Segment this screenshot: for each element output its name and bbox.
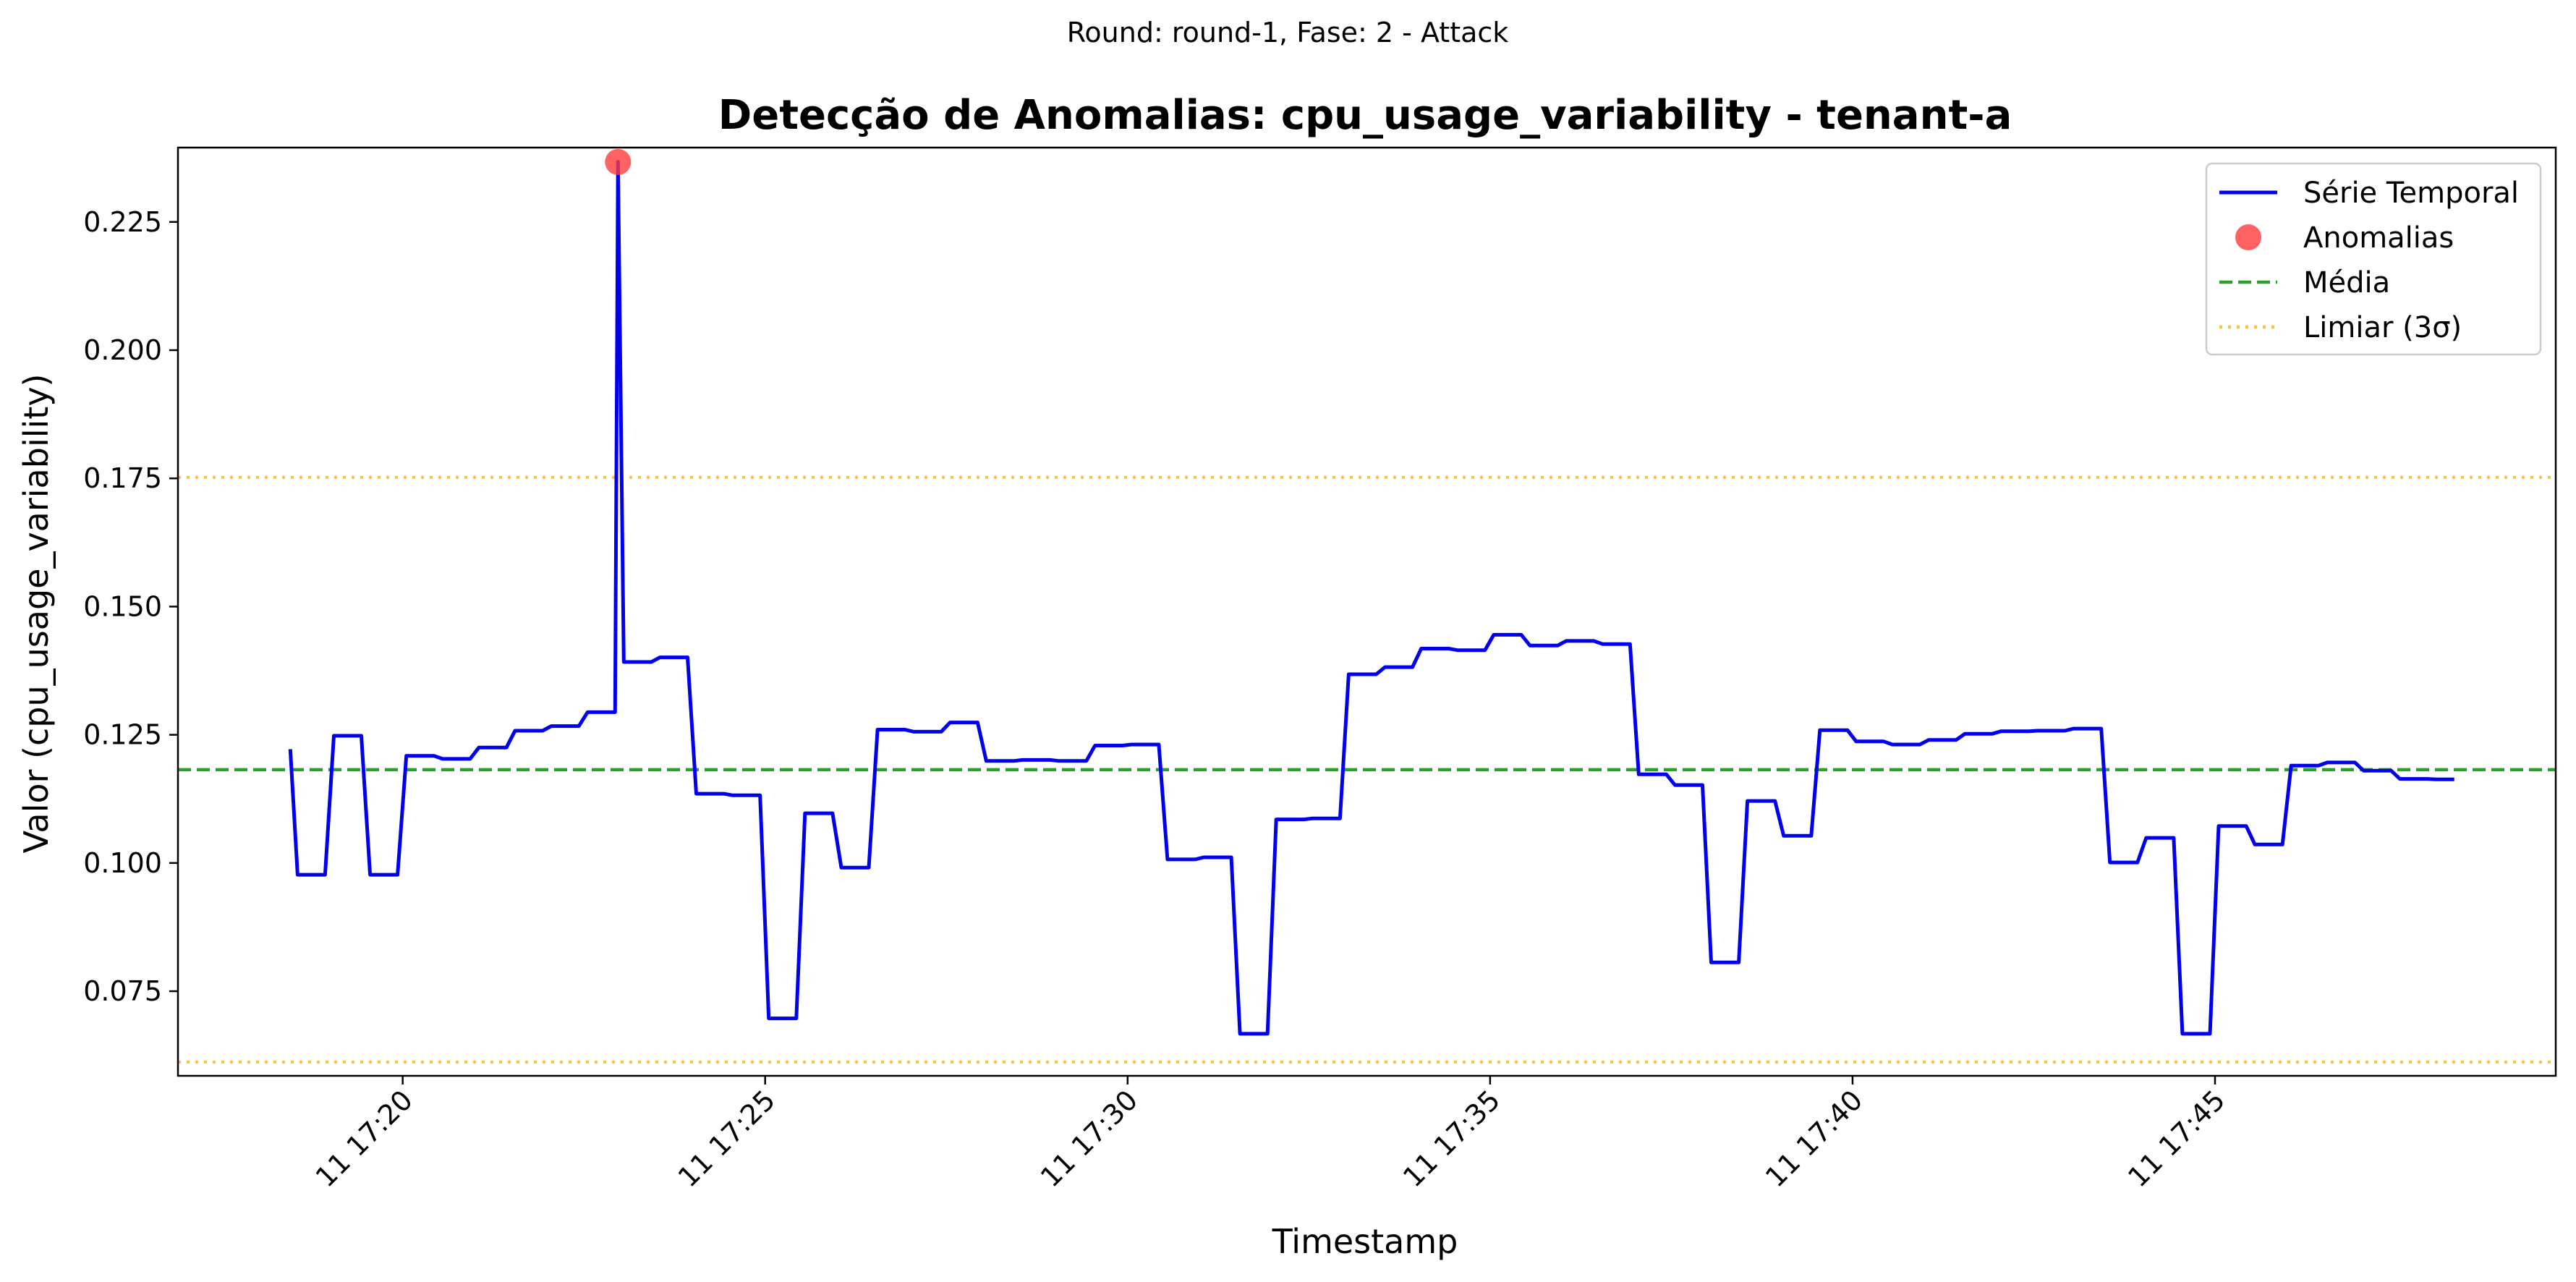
legend: Série Temporal Anomalias Média Limiar (3σ)	[2205, 162, 2542, 356]
anomaly-markers	[605, 148, 632, 175]
y-tick-label: 0.200	[83, 334, 162, 366]
plot-frame	[177, 146, 2557, 1077]
reference-lines	[178, 475, 2556, 1064]
x-axis-label: Timestamp	[1272, 1222, 1458, 1261]
legend-marker-anomalias	[2235, 224, 2261, 250]
y-axis-label: Valor (cpu_usage_variability)	[17, 374, 56, 854]
x-axis: 11 17:20 11 17:25 11 17:30 11 17:35 11 17:40…	[310, 1076, 2231, 1194]
chart-title: Detecção de Anomalias: cpu_usage_variabi…	[718, 92, 2012, 139]
figure-suptitle: Round: round-1, Fase: 2 - Attack	[1067, 17, 1509, 48]
x-tick-label: 11 17:30	[1034, 1084, 1144, 1193]
y-tick-label: 0.225	[83, 206, 162, 238]
y-tick-label: 0.175	[83, 462, 162, 494]
y-axis: 0.075 0.100 0.125 0.150 0.175 0.200 0.225	[83, 206, 178, 1007]
x-tick-label: 11 17:40	[1759, 1084, 1869, 1193]
x-tick-label: 11 17:45	[2122, 1084, 2231, 1193]
anomaly-point	[605, 148, 632, 175]
legend-box	[2205, 162, 2542, 356]
y-tick-label: 0.075	[83, 975, 162, 1007]
x-tick-label: 11 17:25	[672, 1084, 781, 1193]
x-tick-label: 11 17:35	[1397, 1084, 1506, 1193]
x-tick-label: 11 17:20	[310, 1084, 419, 1193]
y-tick-label: 0.100	[83, 847, 162, 879]
legend-label: Anomalias	[2303, 221, 2454, 255]
legend-label: Série Temporal	[2303, 177, 2519, 210]
legend-label: Limiar (3σ)	[2303, 311, 2462, 344]
y-tick-label: 0.150	[83, 590, 162, 622]
time-series-line	[288, 160, 2454, 1036]
legend-label: Média	[2303, 266, 2390, 300]
y-tick-label: 0.125	[83, 719, 162, 751]
plot-area	[177, 146, 2557, 1077]
